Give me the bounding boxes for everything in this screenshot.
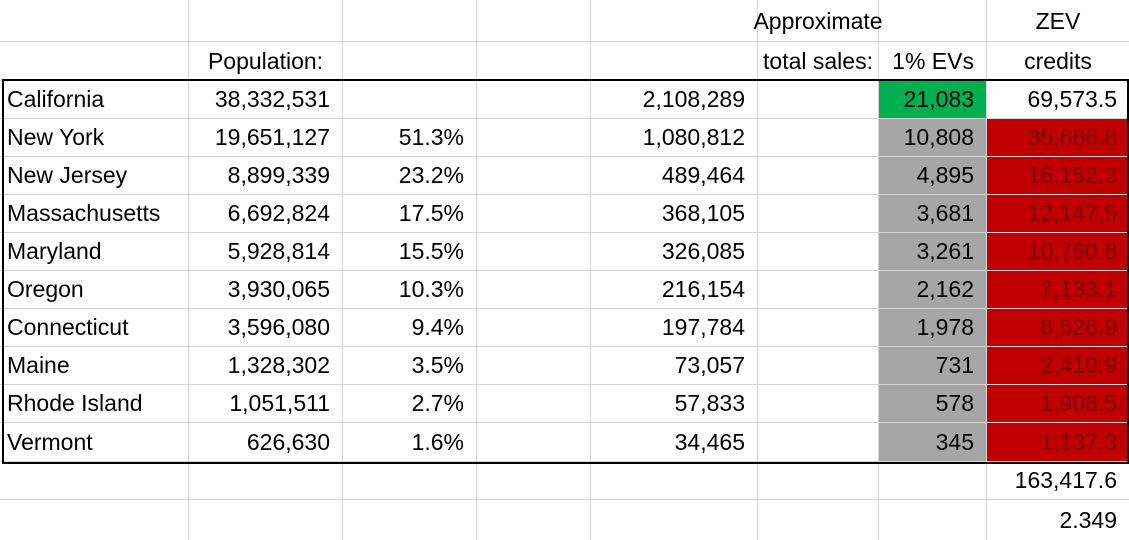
population: 19,651,127 bbox=[214, 124, 330, 150]
ev-count: 10,808 bbox=[879, 119, 986, 156]
population: 3,596,080 bbox=[227, 314, 330, 340]
ratio: 2.349 bbox=[1059, 506, 1117, 533]
total-sales: 326,085 bbox=[661, 238, 745, 264]
grid-line bbox=[0, 461, 1129, 462]
column-header: Approximate bbox=[753, 7, 883, 34]
population: 1,328,302 bbox=[227, 352, 330, 378]
grid-line bbox=[0, 384, 1129, 385]
zev-credits: 7,133.1 bbox=[987, 271, 1129, 308]
ev-count: 2,162 bbox=[879, 271, 986, 308]
total-sales: 57,833 bbox=[674, 390, 745, 416]
population-share: 10.3% bbox=[398, 276, 464, 302]
grid-line bbox=[0, 346, 1129, 347]
grid-line bbox=[0, 118, 1129, 119]
total-sales: 216,154 bbox=[661, 276, 745, 302]
zev-credits: 35,666.8 bbox=[987, 119, 1129, 156]
total-sales: 73,057 bbox=[674, 352, 745, 378]
grid-line bbox=[0, 41, 1129, 42]
population: 8,899,339 bbox=[227, 162, 330, 188]
column-header: total sales: bbox=[763, 47, 873, 74]
population: 626,630 bbox=[246, 428, 330, 455]
state-name: Vermont bbox=[7, 428, 93, 455]
ev-count: 3,261 bbox=[879, 233, 986, 270]
total-sales: 34,465 bbox=[674, 428, 745, 455]
grid-line bbox=[0, 270, 1129, 271]
grid-line bbox=[0, 156, 1129, 157]
ev-count: 21,083 bbox=[879, 81, 986, 118]
credits-total: 163,417.6 bbox=[1014, 467, 1117, 493]
state-name: Maine bbox=[7, 352, 70, 378]
population-share: 51.3% bbox=[398, 124, 464, 150]
state-name: Massachusetts bbox=[7, 200, 161, 226]
population-share: 3.5% bbox=[411, 352, 464, 378]
ev-count: 4,895 bbox=[879, 157, 986, 194]
state-name: Connecticut bbox=[7, 314, 129, 340]
population-share: 9.4% bbox=[411, 314, 464, 340]
state-name: Rhode Island bbox=[7, 390, 143, 416]
column-header: 1% EVs bbox=[892, 47, 974, 74]
total-sales: 489,464 bbox=[661, 162, 745, 188]
population-share: 1.6% bbox=[411, 428, 464, 455]
zev-credits: 1,137.3 bbox=[987, 423, 1129, 461]
population: 38,332,531 bbox=[214, 86, 330, 112]
population: 1,051,511 bbox=[229, 390, 330, 416]
population-share: 17.5% bbox=[398, 200, 464, 226]
population-share: 15.5% bbox=[398, 238, 464, 264]
state-name: California bbox=[7, 86, 105, 112]
total-sales: 1,080,812 bbox=[642, 124, 745, 150]
total-sales: 197,784 bbox=[661, 314, 745, 340]
column-header: Population: bbox=[207, 47, 324, 74]
total-sales: 368,105 bbox=[661, 200, 745, 226]
zev-credits: 6,526.9 bbox=[987, 309, 1129, 346]
population-share: 23.2% bbox=[398, 162, 464, 188]
zev-credits: 12,147.5 bbox=[987, 195, 1129, 232]
population-share: 2.7% bbox=[411, 390, 464, 416]
population: 5,928,814 bbox=[227, 238, 330, 264]
population: 6,692,824 bbox=[227, 200, 330, 226]
ev-count: 345 bbox=[879, 423, 986, 461]
zev-credits: 69,573.5 bbox=[1027, 86, 1117, 112]
ev-count: 1,978 bbox=[879, 309, 986, 346]
grid-line bbox=[0, 422, 1129, 423]
grid-line bbox=[0, 232, 1129, 233]
ev-count: 3,681 bbox=[879, 195, 986, 232]
state-name: New Jersey bbox=[7, 162, 128, 188]
column-header: ZEV bbox=[1035, 7, 1081, 34]
state-name: Oregon bbox=[7, 276, 84, 302]
grid-line bbox=[0, 499, 1129, 500]
grid-line bbox=[0, 308, 1129, 309]
total-sales: 2,108,289 bbox=[642, 86, 745, 112]
ev-count: 578 bbox=[879, 385, 986, 422]
state-name: Maryland bbox=[7, 238, 102, 264]
zev-credits: 10,760.8 bbox=[987, 233, 1129, 270]
zev-credits: 1,908.5 bbox=[987, 385, 1129, 422]
zev-credits: 2,410.9 bbox=[987, 347, 1129, 384]
zev-credits: 16,152.3 bbox=[987, 157, 1129, 194]
state-name: New York bbox=[7, 124, 105, 150]
column-header: credits bbox=[1024, 47, 1092, 74]
population: 3,930,065 bbox=[227, 276, 330, 302]
ev-count: 731 bbox=[879, 347, 986, 384]
grid-line bbox=[0, 194, 1129, 195]
